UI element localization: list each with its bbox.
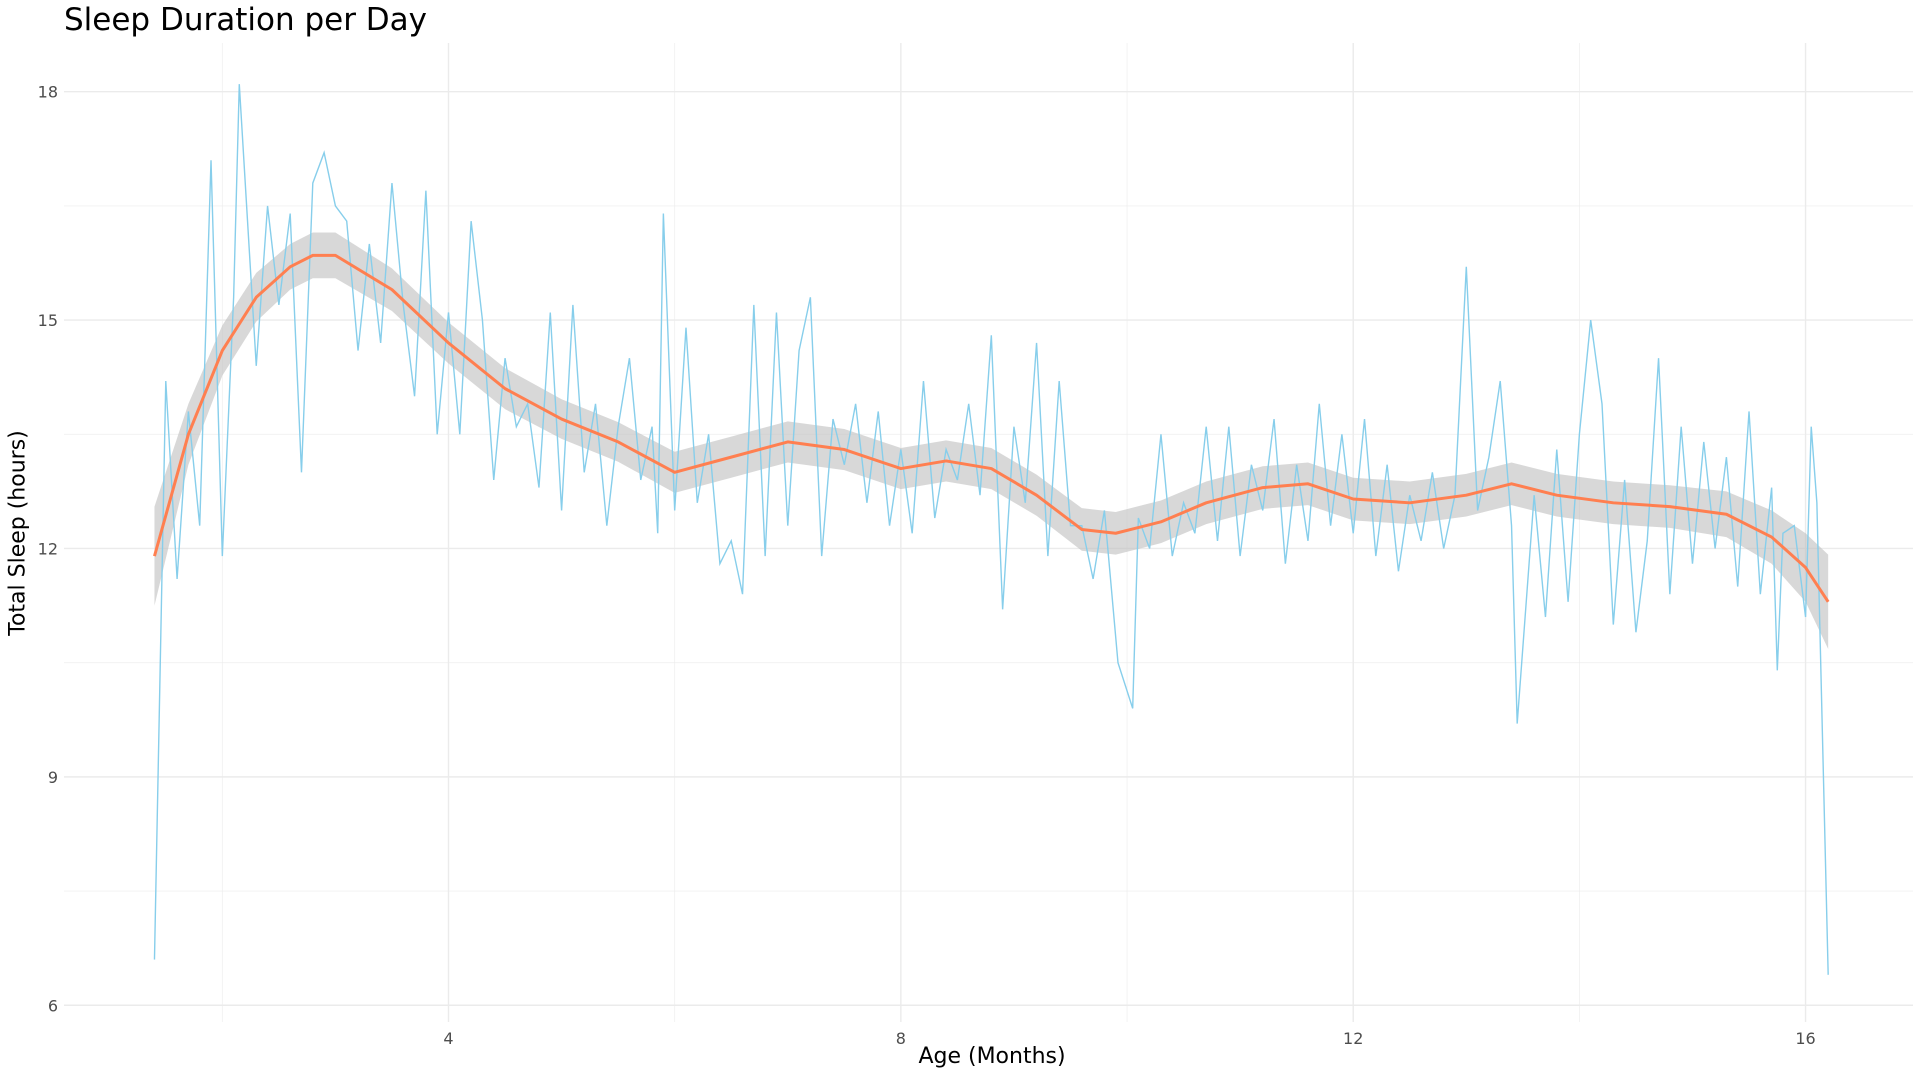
- x-tick-label: 16: [1795, 1029, 1815, 1048]
- y-tick-label: 18: [38, 83, 58, 102]
- y-tick-label: 9: [48, 768, 58, 787]
- confidence-band: [154, 232, 1829, 649]
- y-tick-label: 15: [38, 311, 58, 330]
- x-tick-label: 8: [896, 1029, 906, 1048]
- x-axis-label: Age (Months): [918, 1044, 1066, 1069]
- y-tick-label: 12: [38, 539, 58, 558]
- chart-title: Sleep Duration per Day: [64, 2, 428, 38]
- x-tick-label: 12: [1343, 1029, 1363, 1048]
- y-tick-label: 6: [48, 996, 58, 1015]
- daily-sleep-line: [153, 84, 1829, 975]
- smoothed-trend-line: [153, 253, 1830, 603]
- x-tick-label: 4: [443, 1029, 453, 1048]
